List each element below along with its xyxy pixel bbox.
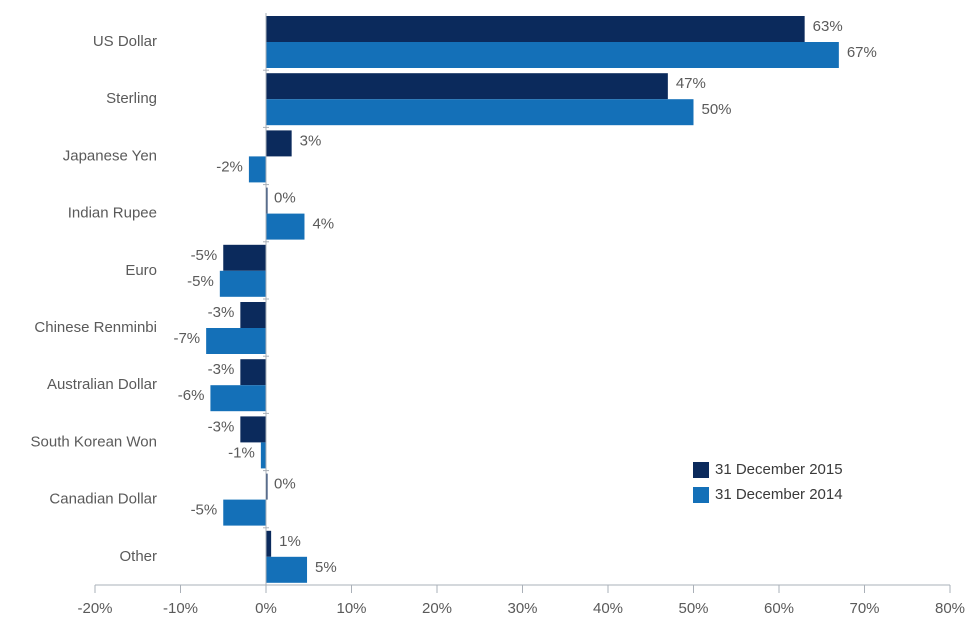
- bar-us-dollar-series-1: [266, 16, 805, 42]
- x-tick-label: 70%: [849, 600, 879, 617]
- bar-label-other-series-1: 1%: [279, 533, 301, 550]
- category-label-other: Other: [119, 548, 157, 565]
- bar-label-australian-dollar-series-1: -3%: [208, 361, 235, 378]
- bars-layer: [206, 16, 839, 583]
- bar-chinese-renminbi-series-2: [206, 328, 266, 354]
- x-tick-label: 50%: [678, 600, 708, 617]
- bar-label-south-korean-won-series-1: -3%: [208, 418, 235, 435]
- bar-label-chinese-renminbi-series-2: -7%: [173, 330, 200, 347]
- bar-sterling-series-1: [266, 73, 668, 100]
- bar-euro-series-2: [219, 270, 266, 297]
- axes: -20% -10% 0% 10% 20% 30% 40% 50% 60% 70% 80%: [77, 13, 965, 617]
- legend-swatch-series-2: [693, 487, 709, 503]
- bar-label-other-series-2: 5%: [315, 559, 337, 576]
- bar-euro-series-1: [223, 244, 266, 271]
- bar-label-japanese-yen-series-2: -2%: [216, 158, 243, 175]
- category-label-south-korean-won: South Korean Won: [31, 433, 157, 450]
- category-label-indian-rupee: Indian Rupee: [68, 205, 157, 222]
- bar-us-dollar-series-2: [266, 42, 839, 68]
- bar-indian-rupee-series-2: [266, 213, 305, 240]
- bar-australian-dollar-series-2: [210, 385, 266, 412]
- bar-label-us-dollar-series-2: 67%: [847, 44, 877, 61]
- bar-other-series-1: [266, 530, 272, 557]
- bar-label-sterling-series-1: 47%: [676, 75, 706, 92]
- bar-label-canadian-dollar-series-1: 0%: [274, 476, 296, 493]
- bar-chinese-renminbi-series-1: [240, 302, 266, 328]
- category-label-canadian-dollar: Canadian Dollar: [49, 491, 157, 508]
- bar-label-sterling-series-2: 50%: [702, 101, 732, 118]
- category-label-us-dollar: US Dollar: [93, 33, 157, 50]
- bar-label-australian-dollar-series-2: -6%: [178, 387, 205, 404]
- x-tick-label: 40%: [593, 600, 623, 617]
- legend: 31 December 2015 31 December 2014: [693, 461, 843, 503]
- labels-layer: 63%67% US Dollar 47% 50% Sterling 3% -2% Japane…: [31, 18, 877, 576]
- bar-label-indian-rupee-series-1: 0%: [274, 190, 296, 207]
- bar-japanese-yen-series-2: [248, 156, 266, 183]
- bar-label-indian-rupee-series-2: 4%: [312, 216, 334, 233]
- x-tick-label: 10%: [336, 600, 366, 617]
- bar-label-us-dollar-series-1: 63%: [813, 18, 843, 35]
- bar-japanese-yen-series-1: [266, 130, 292, 157]
- legend-swatch-series-1: [693, 462, 709, 478]
- bar-other-series-2: [266, 556, 308, 583]
- legend-label-series-2: 31 December 2014: [715, 486, 843, 503]
- bar-label-japanese-yen-series-1: 3%: [300, 132, 322, 149]
- bar-label-euro-series-2: -5%: [187, 273, 214, 290]
- x-tick-label: 0%: [255, 600, 277, 617]
- category-label-japanese-yen: Japanese Yen: [63, 147, 157, 164]
- bar-south-korean-won-series-1: [240, 416, 266, 443]
- category-label-australian-dollar: Australian Dollar: [47, 376, 157, 393]
- bar-australian-dollar-series-1: [240, 359, 266, 386]
- legend-label-series-1: 31 December 2015: [715, 461, 843, 478]
- category-label-chinese-renminbi: Chinese Renminbi: [34, 319, 157, 336]
- bar-label-south-korean-won-series-2: -1%: [228, 444, 255, 461]
- x-tick-label: 80%: [935, 600, 965, 617]
- bar-label-canadian-dollar-series-2: -5%: [191, 502, 218, 519]
- x-tick-label: -20%: [77, 600, 112, 617]
- bar-south-korean-won-series-2: [260, 442, 266, 469]
- x-tick-label: 30%: [507, 600, 537, 617]
- category-label-euro: Euro: [125, 262, 157, 279]
- bar-canadian-dollar-series-1: [266, 473, 268, 500]
- x-tick-label: 60%: [764, 600, 794, 617]
- x-tick-label: 20%: [422, 600, 452, 617]
- bar-label-chinese-renminbi-series-1: -3%: [208, 304, 235, 321]
- bar-indian-rupee-series-1: [266, 187, 268, 214]
- bar-label-euro-series-1: -5%: [191, 247, 218, 264]
- x-tick-label: -10%: [163, 600, 198, 617]
- bar-canadian-dollar-series-2: [223, 499, 266, 526]
- bar-sterling-series-2: [266, 99, 694, 126]
- category-label-sterling: Sterling: [106, 90, 157, 107]
